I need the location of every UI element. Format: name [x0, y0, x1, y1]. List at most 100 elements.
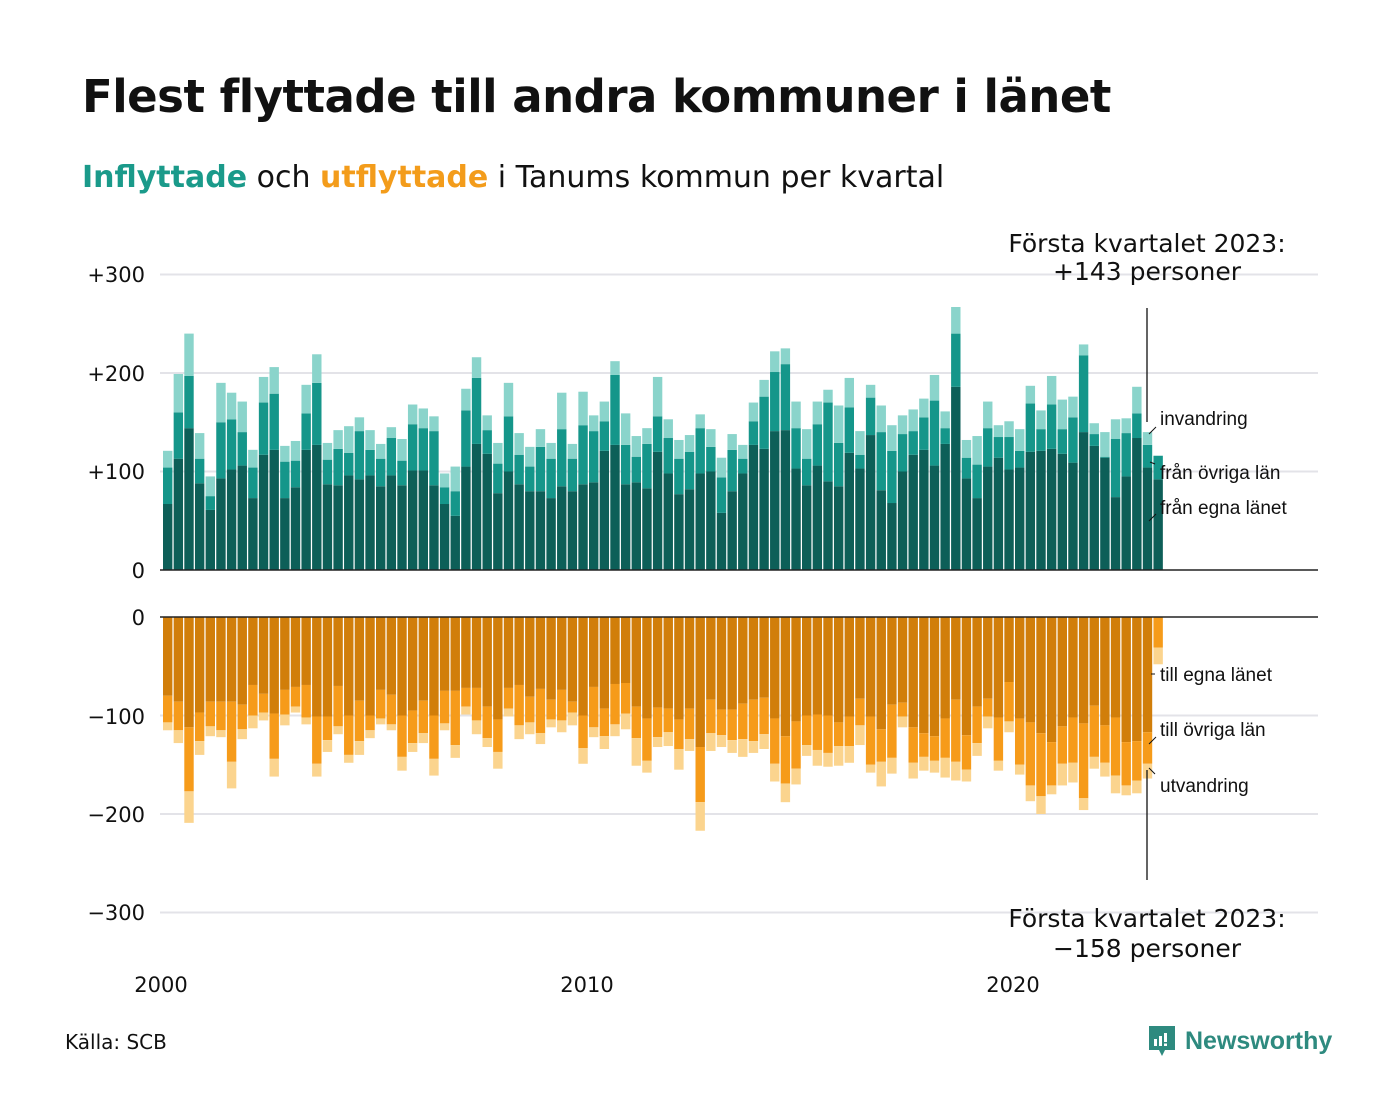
bar-out-own [631, 617, 641, 707]
bar-out-emig [738, 739, 748, 757]
bar-out-emig [429, 758, 439, 776]
bar-out-other [1015, 718, 1025, 765]
bar-in-other [461, 410, 471, 467]
bar-out-emig [972, 743, 982, 756]
bar-out-emig [865, 764, 876, 773]
y-tick-in-200: +200 [87, 362, 145, 386]
bar-in-other [248, 467, 258, 499]
bar-in-other [546, 458, 556, 499]
bar-in-immig [589, 415, 599, 432]
chart-subtitle: Inflyttade och utflyttade i Tanums kommu… [82, 160, 944, 195]
bar-out-other [461, 687, 471, 707]
bar-in-immig [578, 391, 588, 426]
bar-out-own [567, 617, 578, 702]
bar-in-immig [397, 438, 407, 461]
bar-in-immig [248, 449, 258, 468]
bar-out-other [237, 704, 247, 730]
bar-in-own [610, 444, 620, 570]
bar-in-other [1153, 455, 1163, 480]
bar-out-other [620, 682, 631, 714]
bar-out-other [738, 703, 748, 740]
x-tick-2020: 2020 [986, 973, 1039, 997]
legend-fran-ovriga-lan: från övriga län [1160, 463, 1280, 484]
bar-in-own [237, 465, 247, 570]
bar-out-other [567, 701, 578, 713]
y-tick-in-300: +300 [87, 263, 145, 287]
bar-out-own [823, 617, 833, 716]
bar-out-other [823, 715, 833, 753]
y-tick-in-0: 0 [132, 559, 145, 583]
bar-out-own [929, 617, 940, 737]
bar-in-own [386, 475, 397, 570]
bar-in-immig [386, 427, 397, 439]
bar-in-own [503, 471, 514, 570]
bar-in-other [770, 372, 780, 432]
bar-in-other [1046, 404, 1057, 449]
bar-in-other [929, 400, 940, 466]
bar-out-other [493, 719, 503, 752]
bar-out-own [216, 617, 226, 702]
bar-in-own [216, 478, 226, 570]
bar-out-emig [493, 751, 503, 769]
bar-out-own [312, 617, 322, 717]
bar-out-other [578, 715, 588, 749]
chart-title: Flest flyttade till andra kommuner i län… [82, 70, 1111, 123]
bar-out-emig [1046, 785, 1057, 795]
bar-in-other [1015, 450, 1025, 468]
bar-in-immig [908, 409, 918, 432]
bar-in-own [269, 449, 279, 570]
x-tick-2000: 2000 [134, 973, 187, 997]
bar-out-other [1068, 717, 1078, 763]
bar-out-other [855, 698, 865, 726]
bar-in-own [631, 482, 641, 570]
bar-in-other [695, 428, 705, 474]
bar-out-other [322, 716, 333, 741]
bar-out-own [1110, 617, 1121, 718]
bar-in-own [1025, 451, 1036, 570]
gridlines [160, 273, 1318, 914]
bar-out-own [716, 617, 727, 710]
bar-out-emig [237, 729, 247, 740]
bar-out-emig [876, 761, 886, 787]
bar-in-other [173, 412, 184, 459]
bar-out-emig [312, 763, 322, 777]
bar-out-own [1004, 617, 1014, 683]
bar-in-immig [706, 429, 716, 447]
bar-out-emig [770, 763, 780, 782]
bar-in-other [407, 424, 418, 471]
bar-out-emig [727, 740, 737, 753]
bar-in-own [376, 486, 386, 570]
bar-out-emig [354, 741, 365, 755]
bar-in-immig [205, 476, 215, 497]
bar-out-other [226, 701, 237, 762]
bar-in-own [738, 473, 748, 570]
bar-in-other [578, 425, 588, 485]
bar-out-other [642, 718, 652, 761]
bar-in-other [205, 496, 215, 510]
bar-in-other [301, 413, 311, 450]
bar-out-emig [258, 712, 269, 721]
bar-out-emig [482, 738, 492, 748]
bar-out-other [1142, 732, 1153, 764]
bar-out-emig [663, 732, 673, 747]
bar-in-own [951, 386, 961, 570]
bar-in-own [365, 475, 375, 570]
bar-out-own [173, 617, 184, 702]
bar-out-emig [919, 756, 929, 771]
bar-in-immig [173, 373, 184, 413]
newsworthy-logo[interactable]: Newsworthy [1147, 1024, 1332, 1058]
bar-in-other [993, 437, 1004, 458]
bar-in-other [876, 432, 886, 491]
bar-out-own [194, 617, 205, 713]
bar-in-immig [269, 367, 279, 394]
bar-out-own [589, 617, 599, 687]
bar-out-own [865, 617, 876, 717]
bar-in-immig [557, 392, 567, 430]
legend-leader [1148, 767, 1156, 775]
outflow-bars [163, 617, 1163, 831]
bar-in-immig [450, 466, 460, 492]
bar-out-other [599, 708, 610, 737]
bar-out-other [929, 736, 940, 761]
legend-leader [1148, 426, 1157, 435]
bar-in-immig [567, 443, 578, 459]
